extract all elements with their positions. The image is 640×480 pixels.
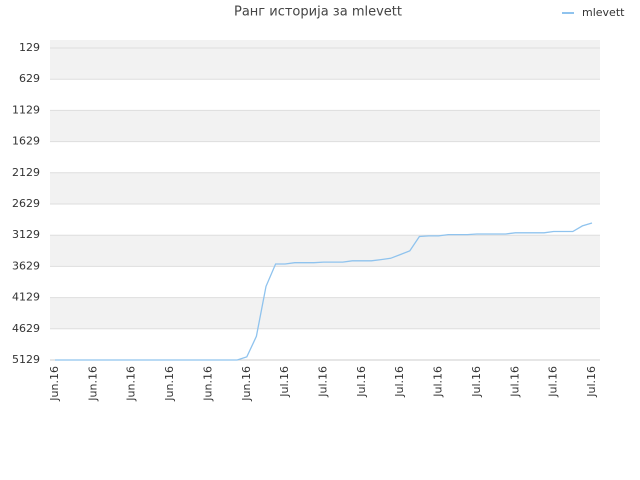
band bbox=[50, 47, 600, 80]
x-tick-label: Jul.16 bbox=[508, 366, 521, 398]
band bbox=[50, 141, 600, 173]
x-tick-label: Jul.16 bbox=[278, 366, 291, 398]
y-tick-label: 3129 bbox=[12, 228, 40, 241]
y-tick-label: 2129 bbox=[12, 166, 40, 179]
x-tick-label: Jul.16 bbox=[585, 366, 598, 398]
y-tick-label: 4129 bbox=[12, 291, 40, 304]
x-tick-label: Jul.16 bbox=[393, 366, 406, 398]
chart-title: Ранг историја за mlevett bbox=[234, 5, 402, 20]
legend-label: mlevett bbox=[582, 6, 625, 19]
y-tick-label: 4629 bbox=[12, 322, 40, 335]
x-tick-label: Jun.16 bbox=[201, 366, 214, 402]
y-tick-label: 3629 bbox=[12, 259, 40, 272]
y-tick-label: 129 bbox=[19, 41, 40, 54]
band bbox=[50, 297, 600, 329]
y-tick-label: 5129 bbox=[12, 353, 40, 366]
y-tick-label: 629 bbox=[19, 72, 40, 85]
y-tick-label: 1129 bbox=[12, 103, 40, 116]
band bbox=[50, 235, 600, 267]
x-tick-label: Jul.16 bbox=[432, 366, 445, 398]
band bbox=[50, 328, 600, 360]
y-tick-label: 1629 bbox=[12, 135, 40, 148]
band bbox=[50, 110, 600, 142]
band bbox=[50, 172, 600, 204]
band bbox=[50, 266, 600, 298]
x-tick-label: Jul.16 bbox=[317, 366, 330, 398]
band bbox=[50, 203, 600, 236]
x-tick-label: Jun.16 bbox=[163, 366, 176, 402]
x-tick-label: Jun.16 bbox=[240, 366, 253, 402]
x-tick-label: Jul.16 bbox=[547, 366, 560, 398]
x-tick-label: Jun.16 bbox=[86, 366, 99, 402]
x-tick-label: Jun.16 bbox=[48, 366, 61, 402]
y-tick-label: 2629 bbox=[12, 197, 40, 210]
line bbox=[55, 222, 593, 361]
x-tick-label: Jul.16 bbox=[470, 366, 483, 398]
band bbox=[50, 79, 600, 111]
x-tick-label: Jul.16 bbox=[355, 366, 368, 398]
x-tick-label: Jun.16 bbox=[125, 366, 138, 402]
